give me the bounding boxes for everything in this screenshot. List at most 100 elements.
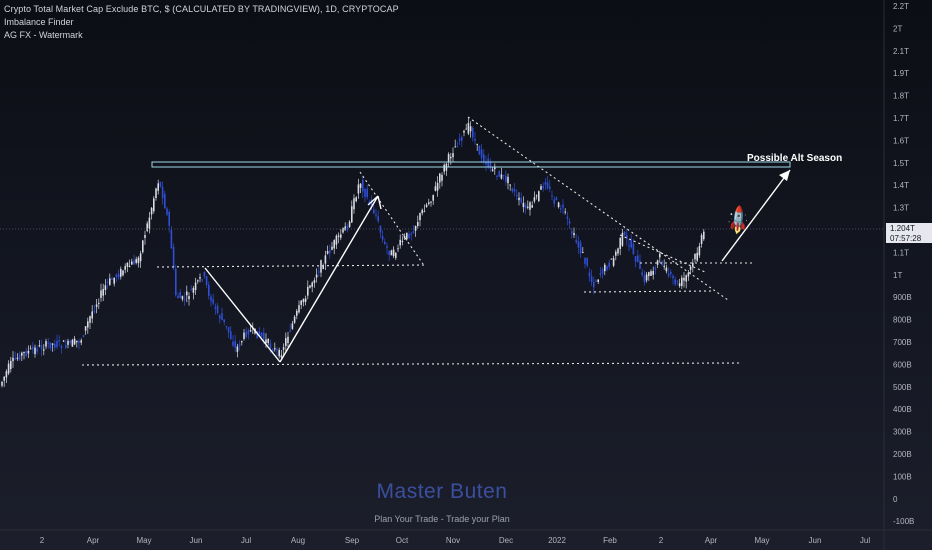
support-line-mid[interactable] [156,264,426,268]
y-tick-label: 200B [893,450,912,459]
candle-body [183,299,186,301]
candle-body [366,188,368,198]
x-axis: 2 Apr May Jun Jul Aug Sep Oct Nov Dec 2022 Feb 2 Apr M… [0,529,932,545]
candle-body [590,276,593,283]
indicator-imbalance-finder[interactable]: Imbalance Finder [4,17,74,27]
candle-body [467,122,470,134]
candle-body [612,258,615,266]
candle-body [43,349,45,351]
candle-body [208,284,210,296]
zigzag-leg-2[interactable] [279,195,379,363]
candle-body [535,195,538,197]
candle-body [302,298,305,303]
candle-body [89,316,91,323]
candle-body [456,146,459,148]
candle-body [692,262,694,267]
candle-body [502,174,505,176]
candle-body [604,264,606,272]
candle-body [399,239,401,246]
y-tick-label: 1.1T [893,248,909,257]
candle-body [597,279,599,282]
candle-body [513,189,516,192]
candle-body [573,233,575,236]
candle-body [406,232,408,240]
candle-body [491,169,494,172]
zigzag-arrowhead-a[interactable] [367,195,379,206]
candle-body [381,236,384,240]
x-tick-label: 2 [40,536,45,545]
candle-body [280,355,283,358]
candle-body [18,354,21,360]
candle-body [106,281,109,283]
candle-body [245,331,247,337]
candle-body [238,344,241,347]
candle-body [38,345,41,347]
candle-body [188,296,190,300]
candle-body [577,241,580,248]
zigzag-leg-1[interactable] [204,267,281,363]
candle-body [667,273,670,276]
candle-body [527,206,529,208]
candle-body [401,240,404,242]
candle-body [588,272,591,277]
candle-body [595,280,597,282]
candle-body [485,161,487,165]
candle-body [113,277,115,284]
candle-body [142,240,144,253]
trendline-descending-main[interactable] [467,116,729,301]
candle-body [181,296,184,300]
watermark-subtitle: Plan Your Trade - Trade your Plan [374,514,510,524]
trendline-inner[interactable] [619,234,706,273]
zigzag-arrowhead-b[interactable] [377,195,382,210]
candle-body [249,330,252,332]
candle-body [670,271,672,275]
candle-body [124,266,126,270]
candle-body [483,154,485,163]
candle-body [439,173,441,183]
resistance-zone[interactable] [151,161,791,168]
candle-body [91,311,93,319]
indicator-watermark[interactable]: AG FX - Watermark [4,30,83,40]
candle-body [357,184,360,194]
alt-season-annotation: Possible Alt Season [747,153,843,164]
candle-body [65,345,67,348]
x-tick-label: Dec [499,536,513,545]
candle-body [194,282,197,290]
candle-body [355,197,357,202]
chart-legend: Crypto Total Market Cap Exclude BTC, $ (… [4,3,399,42]
candle-body [348,221,351,227]
support-line-range-low[interactable] [583,290,713,293]
candle-body [69,340,71,343]
candle-body [122,270,124,276]
candle-body [274,348,276,350]
y-axis: 2.2T 2T 2.1T 1.9T 1.8T 1.7T 1.6T 1.5T 1.4T 1.3T 1.… [883,0,914,550]
candle-body [487,158,489,168]
candle-body [425,204,428,207]
candle-body [100,290,102,298]
candle-body [436,182,439,191]
candle-body [469,126,472,132]
x-tick-label: Feb [603,536,617,545]
candle-body [582,252,584,254]
candle-body [507,176,509,184]
candle-body [148,217,151,229]
candle-body [287,336,289,344]
candle-body [645,274,648,281]
y-tick-label: 2.1T [893,47,909,56]
candle-body [461,136,463,141]
candle-body [318,271,320,273]
candle-body [615,251,617,256]
candle-body [265,339,267,344]
trendline-descending-sep[interactable] [359,171,424,265]
candle-body [93,311,96,313]
alt-season-arrow[interactable] [721,169,791,262]
candle-body [414,225,417,231]
candle-body [419,213,421,221]
candle-body [364,189,366,197]
candle-body [166,208,168,215]
arrowhead-icon [779,170,790,181]
candle-body [326,251,329,254]
support-line-low[interactable] [81,362,743,366]
candle-body [271,349,274,352]
